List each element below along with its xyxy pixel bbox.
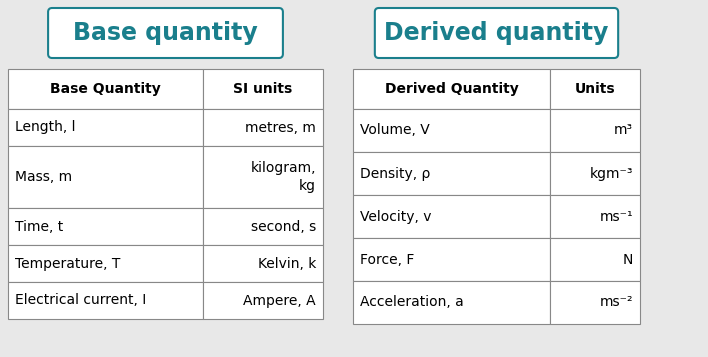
Bar bbox=[8, 282, 203, 319]
Bar bbox=[353, 281, 550, 324]
Bar bbox=[203, 208, 323, 245]
Text: Temperature, T: Temperature, T bbox=[15, 256, 120, 271]
Bar bbox=[550, 238, 640, 281]
Text: Units: Units bbox=[575, 82, 615, 96]
Bar bbox=[353, 195, 550, 238]
Bar bbox=[203, 69, 323, 109]
Text: N: N bbox=[622, 252, 633, 266]
Bar bbox=[353, 109, 550, 152]
Text: ms⁻¹: ms⁻¹ bbox=[600, 210, 633, 223]
Bar bbox=[203, 109, 323, 146]
FancyBboxPatch shape bbox=[48, 8, 283, 58]
Text: m³: m³ bbox=[614, 124, 633, 137]
Bar bbox=[353, 152, 550, 195]
Text: Kelvin, k: Kelvin, k bbox=[258, 256, 316, 271]
Bar bbox=[203, 146, 323, 208]
Bar bbox=[550, 195, 640, 238]
Text: Ampere, A: Ampere, A bbox=[244, 293, 316, 307]
Text: Force, F: Force, F bbox=[360, 252, 414, 266]
Text: Velocity, v: Velocity, v bbox=[360, 210, 431, 223]
Bar bbox=[203, 245, 323, 282]
Text: Derived Quantity: Derived Quantity bbox=[384, 82, 518, 96]
Text: metres, m: metres, m bbox=[245, 121, 316, 135]
Bar bbox=[8, 109, 203, 146]
Bar bbox=[550, 109, 640, 152]
Text: SI units: SI units bbox=[234, 82, 292, 96]
Text: second, s: second, s bbox=[251, 220, 316, 233]
Bar bbox=[353, 69, 550, 109]
Text: ms⁻²: ms⁻² bbox=[600, 296, 633, 310]
Text: Length, l: Length, l bbox=[15, 121, 76, 135]
Text: Mass, m: Mass, m bbox=[15, 170, 72, 184]
Bar bbox=[550, 152, 640, 195]
Text: Electrical current, I: Electrical current, I bbox=[15, 293, 147, 307]
Text: Base Quantity: Base Quantity bbox=[50, 82, 161, 96]
FancyBboxPatch shape bbox=[375, 8, 618, 58]
Bar bbox=[8, 69, 203, 109]
Bar bbox=[550, 69, 640, 109]
Bar bbox=[203, 282, 323, 319]
Text: kgm⁻³: kgm⁻³ bbox=[590, 166, 633, 181]
Bar bbox=[550, 281, 640, 324]
Text: Time, t: Time, t bbox=[15, 220, 63, 233]
Bar bbox=[8, 245, 203, 282]
Text: Density, ρ: Density, ρ bbox=[360, 166, 430, 181]
Bar bbox=[353, 238, 550, 281]
Text: Volume, V: Volume, V bbox=[360, 124, 430, 137]
Text: Base quantity: Base quantity bbox=[73, 21, 258, 45]
Text: kilogram,
kg: kilogram, kg bbox=[251, 161, 316, 193]
Text: Acceleration, a: Acceleration, a bbox=[360, 296, 464, 310]
Text: Derived quantity: Derived quantity bbox=[384, 21, 609, 45]
Bar bbox=[8, 208, 203, 245]
Bar bbox=[8, 146, 203, 208]
